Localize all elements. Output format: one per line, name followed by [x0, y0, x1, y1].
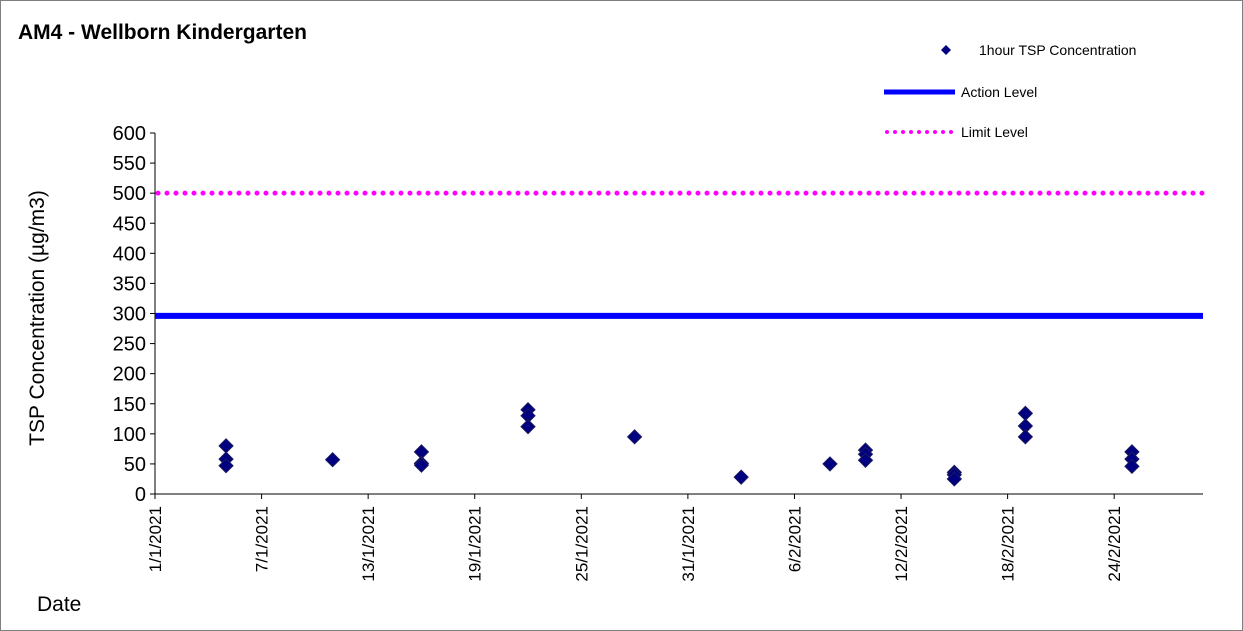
y-tick-label: 50: [124, 454, 146, 476]
y-axis-label: TSP Concentration (µg/m3): [26, 190, 49, 446]
data-point: [413, 457, 430, 473]
legend-label-action: Action Level: [961, 84, 1037, 100]
data-point: [946, 471, 963, 487]
data-point: [857, 452, 874, 469]
x-tick-label: 31/1/2021: [679, 506, 698, 582]
x-tick-label: 1/1/2021: [146, 506, 165, 572]
y-tick-label: 350: [113, 273, 146, 295]
data-point: [626, 429, 643, 445]
data-point: [520, 418, 536, 435]
x-tick-label: 19/1/2021: [466, 506, 485, 582]
y-tick-label: 200: [113, 364, 146, 386]
tsp-series: [218, 402, 1140, 487]
y-tick-label: 600: [113, 123, 146, 145]
y-tick-label: 250: [113, 334, 146, 356]
y-tick-label: 150: [113, 394, 146, 416]
x-axis-label: Date: [37, 593, 81, 616]
data-point: [1124, 458, 1140, 475]
x-tick-label: 18/2/2021: [999, 506, 1018, 582]
legend-marker-tsp: [941, 45, 951, 55]
x-tick-label: 6/2/2021: [785, 506, 804, 572]
data-point: [218, 438, 234, 454]
data-point: [822, 456, 838, 472]
x-tick-label: 7/1/2021: [253, 506, 272, 572]
legend: 1hour TSP Concentration Action Level Limit…: [884, 42, 1136, 140]
data-point: [324, 451, 341, 468]
y-tick-label: 0: [135, 484, 146, 506]
y-tick-label: 500: [113, 183, 146, 205]
x-tick-label: 25/1/2021: [572, 506, 591, 582]
y-tick-label: 400: [113, 243, 146, 265]
x-tick-label: 13/1/2021: [359, 506, 378, 582]
y-tick-label: 550: [113, 153, 146, 175]
data-point: [1017, 405, 1034, 422]
plot-area: 0 50 100 150 200 250 300 350 400 450 500 550 600 1/1/…: [113, 123, 1206, 582]
data-point: [218, 458, 234, 474]
data-point: [733, 469, 749, 485]
y-tick-label: 100: [113, 424, 146, 446]
x-tick-label: 12/2/2021: [892, 506, 911, 582]
legend-label-tsp: 1hour TSP Concentration: [979, 42, 1136, 58]
y-tick-label: 300: [113, 304, 146, 326]
chart-title: AM4 - Wellborn Kindergarten: [18, 21, 307, 44]
y-tick-label: 450: [113, 213, 146, 235]
legend-label-limit: Limit Level: [961, 124, 1028, 140]
x-tick-label: 24/2/2021: [1105, 506, 1124, 582]
data-point: [1017, 429, 1034, 445]
